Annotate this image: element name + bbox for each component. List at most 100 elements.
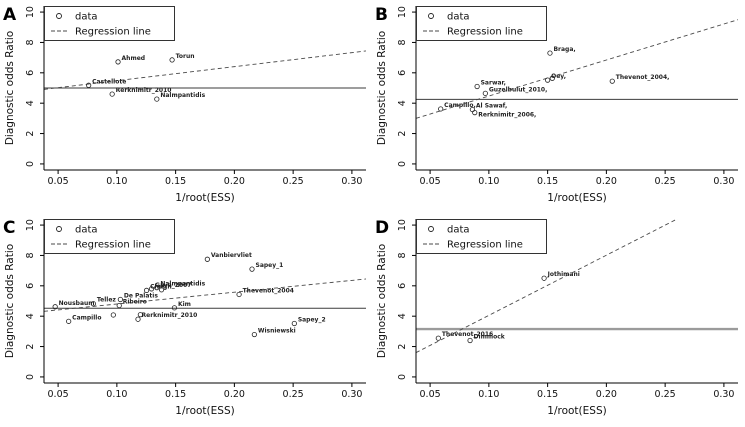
data-point-label: Vanbiervliet [211,252,252,259]
data-point-label: Ahmed [122,55,146,62]
data-point-label: Tellez [97,297,117,304]
data-point [474,83,480,90]
data-point-label: Jothimani [547,271,580,278]
data-point [154,96,160,102]
data-point [109,91,115,97]
y-tick-label: 4 [397,100,408,106]
x-tick-label: 0.05 [48,389,69,400]
data-point [547,50,553,56]
data-point [545,77,551,83]
legend: data Regression line [416,219,547,254]
legend-regression-label: Regression line [447,240,523,251]
x-tick-label: 0.25 [655,176,676,187]
data-point [204,256,210,262]
x-tick-label: 0.15 [537,389,558,400]
x-axis-title: 1/root(ESS) [175,405,234,417]
x-tick-label: 0.20 [224,176,245,187]
data-point [251,331,257,338]
legend-data-label: data [447,12,470,23]
legend-box [416,219,547,254]
x-tick-label: 0.30 [341,176,362,187]
x-tick-label: 0.05 [420,389,441,400]
regression-line [44,278,366,312]
data-point-label: Ribeiro [123,299,147,306]
x-tick-label: 0.25 [283,389,304,400]
y-tick-label: 2 [397,344,408,350]
data-point [609,78,615,84]
data-point [158,287,165,293]
panel-C: 0.05 0.10 0.15 0.20 0.25 0.30 0 2 4 6 8 10 1/root(ES… [0,213,372,427]
data-point [154,285,160,291]
data-point [137,312,143,318]
legend-data-point-icon [56,13,62,19]
y-tick-label: 6 [25,70,36,76]
data-point [135,316,141,322]
data-point [171,305,178,311]
data-point-label: Nousbaum [59,300,95,307]
x-tick-label: 0.25 [655,389,676,400]
panel-letter: A [3,5,17,25]
y-tick-label: 10 [25,219,36,231]
data-point [472,110,478,116]
data-point [236,291,242,298]
y-tick-label: 10 [397,219,408,231]
x-tick-label: 0.20 [596,389,617,400]
y-tick-label: 4 [25,100,36,106]
data-point-label: Thevenot_2004 [243,287,294,294]
data-point-label: Wisniewski [258,328,296,335]
x-tick-label: 0.10 [106,176,127,187]
x-tick-label: 0.15 [537,176,558,187]
x-tick-label: 0.30 [341,389,362,400]
data-point-label: Gaya_2007 [155,282,191,289]
data-point [549,75,555,81]
plot-svg-D: 0.05 0.10 0.15 0.20 0.25 0.30 0 2 4 6 8 10 1/root(ES… [375,218,738,417]
panel-A: 0.05 0.10 0.15 0.20 0.25 0.30 0 2 4 6 8 10 1/root(ES… [0,0,372,213]
data-point [66,318,72,324]
data-point [249,266,255,272]
legend: data Regression line [44,6,175,41]
data-point [110,312,116,318]
data-point [143,287,150,293]
data-point-label: Sapey_1 [256,262,284,269]
panel-letter: B [375,5,388,25]
x-tick-label: 0.05 [420,176,441,187]
legend: data Regression line [44,219,175,254]
y-tick-label: 6 [25,283,36,289]
data-point [438,106,444,112]
data-point [90,301,96,307]
x-tick-label: 0.20 [224,389,245,400]
legend-box [416,6,547,41]
y-axis-title: Diagnostic odds Ratio [4,244,16,358]
data-point [169,57,175,63]
x-tick-label: 0.10 [106,389,127,400]
y-tick-label: 4 [25,313,36,319]
y-tick-label: 2 [25,344,36,350]
x-tick-label: 0.05 [48,176,69,187]
legend-data-point-icon [428,13,434,19]
panel-letter: C [3,218,15,238]
data-point-label: Al Sawaf, [476,103,507,110]
panel-B: 0.05 0.10 0.15 0.20 0.25 0.30 0 2 4 6 8 10 1/root(ES… [372,0,745,213]
legend-data-label: data [75,225,98,236]
data-point [117,296,123,303]
y-tick-label: 10 [25,6,36,18]
data-point-label: Rerknimitr_2010 [142,312,198,319]
data-point-label: Oey, [551,73,566,80]
plot-svg-B: 0.05 0.10 0.15 0.20 0.25 0.30 0 2 4 6 8 10 1/root(ES… [375,5,738,204]
y-axis-title: Diagnostic odds Ratio [376,31,388,145]
data-point [467,337,473,344]
data-point-label: Nalmpantidis [160,92,205,99]
data-point-label: Guzelbulut_2010, [489,86,548,93]
plot-svg-C: 0.05 0.10 0.15 0.20 0.25 0.30 0 2 4 6 8 10 1/root(ES… [3,218,366,417]
data-point-label: Braga, [553,46,575,53]
x-axis-title: 1/root(ESS) [175,192,234,204]
data-point-label: Castellote [92,78,126,85]
x-tick-label: 0.30 [713,176,734,187]
y-tick-label: 6 [397,70,408,76]
x-tick-label: 0.20 [596,176,617,187]
legend-regression-label: Regression line [75,240,151,251]
y-tick-label: 8 [397,39,408,45]
x-tick-label: 0.25 [283,176,304,187]
data-point-label: Nalmpantidis [160,281,205,288]
